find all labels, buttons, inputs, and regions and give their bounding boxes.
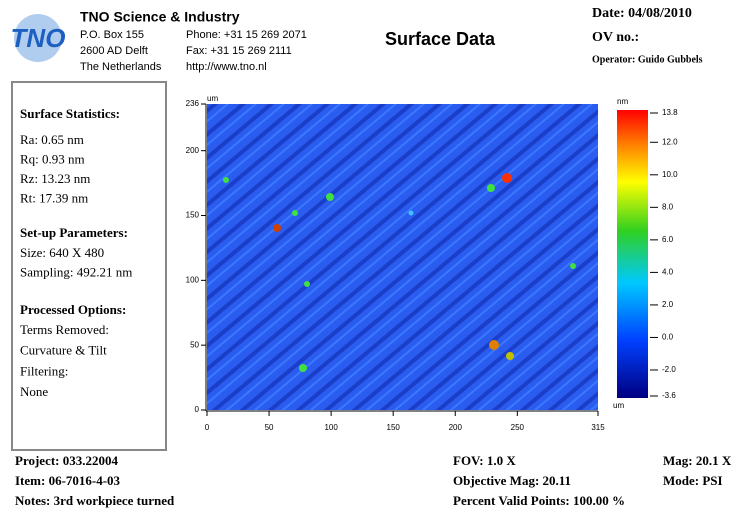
x-tick-label: 100 xyxy=(324,423,338,432)
footer-line: Notes: 3rd workpiece turned xyxy=(15,493,175,508)
info-line: None xyxy=(20,384,48,399)
footer-line: Mag: 20.1 X xyxy=(663,453,732,468)
colorbar-tick-label: 13.8 xyxy=(662,108,678,117)
x-tick-label: 315 xyxy=(591,423,605,432)
info-line: Curvature & Tilt xyxy=(20,343,107,358)
address: 2600 AD Delft xyxy=(80,45,148,57)
info-line: Rq: 0.93 nm xyxy=(20,151,85,166)
colorbar-tick-label: -2.0 xyxy=(662,365,676,374)
footer-line: Objective Mag: 20.11 xyxy=(453,473,571,488)
info-line: Size: 640 X 480 xyxy=(20,245,104,260)
operator: Operator: Guido Gubbels xyxy=(592,54,703,65)
x-tick-label: 150 xyxy=(387,423,401,432)
info-line: Rz: 13.23 nm xyxy=(20,171,90,186)
y-tick-label: 100 xyxy=(186,275,200,284)
ov-no: OV no.: xyxy=(592,30,639,45)
y-tick-label: 200 xyxy=(186,146,200,155)
address: The Netherlands xyxy=(80,61,162,73)
colorbar-tick-label: 12.0 xyxy=(662,137,678,146)
colorbar xyxy=(617,110,648,398)
x-tick-label: 0 xyxy=(205,423,210,432)
colorbar-tick-label: 4.0 xyxy=(662,268,674,277)
footer-line: Item: 06-7016-4-03 xyxy=(15,473,121,488)
y-tick-label: 236 xyxy=(186,99,200,108)
info-line: Terms Removed: xyxy=(20,322,109,337)
surface-image xyxy=(207,104,598,410)
z-unit: nm xyxy=(617,97,628,106)
info-line: Ra: 0.65 nm xyxy=(20,132,84,147)
contact: Fax: +31 15 269 2111 xyxy=(186,45,292,57)
colorbar-tick-label: 2.0 xyxy=(662,300,674,309)
y-unit: um xyxy=(207,94,218,103)
contact: http://www.tno.nl xyxy=(186,61,267,73)
x-unit: um xyxy=(613,401,624,410)
x-tick-label: 200 xyxy=(449,423,463,432)
company: TNO Science & Industry xyxy=(80,9,240,25)
date: Date: 04/08/2010 xyxy=(592,6,692,21)
x-tick-label: 50 xyxy=(265,423,274,432)
footer-line: Percent Valid Points: 100.00 % xyxy=(453,493,625,508)
y-tick-label: 50 xyxy=(190,340,199,349)
logo-text: TNO xyxy=(11,23,66,53)
colorbar-tick-label: 0.0 xyxy=(662,333,674,342)
info-line: Sampling: 492.21 nm xyxy=(20,264,132,279)
colorbar-tick-label: 6.0 xyxy=(662,235,674,244)
footer-line: Project: 033.22004 xyxy=(15,453,119,468)
colorbar-tick-label: 10.0 xyxy=(662,170,678,179)
colorbar-tick-label: 8.0 xyxy=(662,202,674,211)
contact: Phone: +31 15 269 2071 xyxy=(186,29,307,41)
address: P.O. Box 155 xyxy=(80,29,144,41)
section-heading: Surface Statistics: xyxy=(20,106,120,121)
logo: TNO xyxy=(11,14,66,62)
title: Surface Data xyxy=(385,29,496,49)
y-tick-label: 0 xyxy=(195,405,200,414)
x-tick-label: 250 xyxy=(511,423,525,432)
y-tick-label: 150 xyxy=(186,211,200,220)
info-box xyxy=(11,81,167,451)
colorbar-tick-label: -3.6 xyxy=(662,391,676,400)
section-heading: Set-up Parameters: xyxy=(20,225,128,240)
info-line: Filtering: xyxy=(20,363,68,378)
section-heading: Processed Options: xyxy=(20,302,126,317)
info-line: Rt: 17.39 nm xyxy=(20,190,88,205)
footer-line: FOV: 1.0 X xyxy=(453,453,516,468)
footer-line: Mode: PSI xyxy=(663,473,723,488)
